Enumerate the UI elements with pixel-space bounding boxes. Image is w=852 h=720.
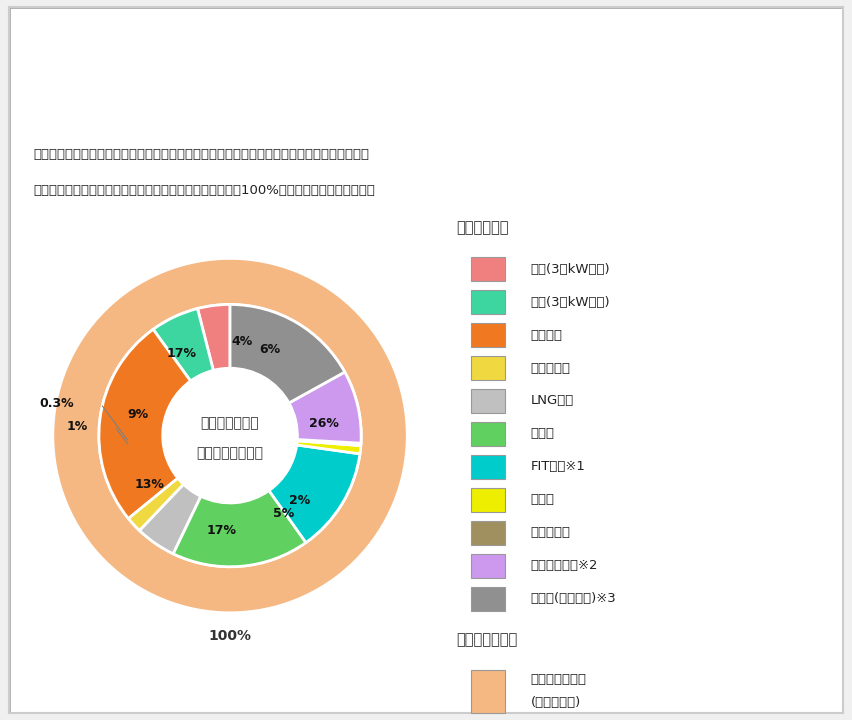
Text: FIT電気※1: FIT電気※1 <box>531 460 585 473</box>
Text: 6%: 6% <box>260 343 281 356</box>
FancyBboxPatch shape <box>471 521 504 545</box>
Text: ［2025年度 計画値（2025年4月1日〜2026年3月31日）］: ［2025年度 計画値（2025年4月1日〜2026年3月31日）］ <box>237 104 615 122</box>
FancyBboxPatch shape <box>471 290 504 314</box>
Text: 水力(3万kW以上): 水力(3万kW以上) <box>531 263 610 276</box>
Text: 原子力: 原子力 <box>531 428 555 441</box>
Wedge shape <box>173 490 306 567</box>
Text: 17%: 17% <box>207 523 237 536</box>
Text: 電源構成・非化石証書使用状況（電力量）: 電源構成・非化石証書使用状況（電力量） <box>320 64 532 84</box>
Text: 9%: 9% <box>127 408 148 421</box>
Wedge shape <box>153 309 213 381</box>
FancyBboxPatch shape <box>471 670 504 714</box>
Text: を付与することにより、実質的に再生可能エネルギー電気100%の調達を実現しています。: を付与することにより、実質的に再生可能エネルギー電気100%の調達を実現していま… <box>33 184 375 197</box>
Text: 石炭火力: 石炭火力 <box>531 328 563 341</box>
Text: 非化石証書あり: 非化石証書あり <box>531 673 587 686</box>
Wedge shape <box>289 372 361 444</box>
Wedge shape <box>140 485 201 554</box>
Wedge shape <box>99 329 191 518</box>
Text: 卸電力取引所※2: 卸電力取引所※2 <box>531 559 598 572</box>
Wedge shape <box>269 445 360 543</box>
Text: 26%: 26% <box>309 417 339 430</box>
Wedge shape <box>129 478 183 531</box>
FancyBboxPatch shape <box>471 389 504 413</box>
Wedge shape <box>297 439 361 446</box>
FancyBboxPatch shape <box>471 487 504 512</box>
Text: 13%: 13% <box>134 478 164 491</box>
FancyBboxPatch shape <box>471 587 504 611</box>
Text: 4%: 4% <box>231 335 252 348</box>
Text: 石油火力等: 石油火力等 <box>531 361 571 374</box>
Text: 17%: 17% <box>167 348 197 361</box>
Text: LNG火力: LNG火力 <box>531 395 574 408</box>
Text: 0.3%: 0.3% <box>39 397 74 410</box>
FancyBboxPatch shape <box>471 554 504 577</box>
Text: バイオマス: バイオマス <box>531 526 571 539</box>
Text: 太陽光: 太陽光 <box>531 493 555 506</box>
FancyBboxPatch shape <box>9 7 843 713</box>
Text: ＜電源構成＞: ＜電源構成＞ <box>456 220 509 235</box>
FancyBboxPatch shape <box>471 356 504 380</box>
Text: その他(揚水含む)※3: その他(揚水含む)※3 <box>531 592 617 605</box>
Text: (再エネ指定): (再エネ指定) <box>531 696 581 709</box>
Text: 外側：非化石証書: 外側：非化石証書 <box>197 446 263 460</box>
Wedge shape <box>198 305 230 370</box>
FancyBboxPatch shape <box>471 257 504 282</box>
FancyBboxPatch shape <box>471 323 504 347</box>
Text: 1%: 1% <box>67 420 89 433</box>
Text: 100%: 100% <box>209 629 251 643</box>
Text: ＜非化石証書＞: ＜非化石証書＞ <box>456 633 517 647</box>
Text: 水力(3万kW未満): 水力(3万kW未満) <box>531 296 610 309</box>
FancyBboxPatch shape <box>471 422 504 446</box>
Text: 2%: 2% <box>289 493 310 507</box>
Wedge shape <box>53 258 407 613</box>
Text: 5%: 5% <box>273 507 295 520</box>
Text: 内側：電源構成: 内側：電源構成 <box>201 416 259 430</box>
Wedge shape <box>296 441 360 454</box>
Text: 本メニューの電源構成は下記のとおりですが、これに再生可能エネルギー指定の非化石証書: 本メニューの電源構成は下記のとおりですが、これに再生可能エネルギー指定の非化石証… <box>33 148 370 161</box>
Text: 再生可能エネルギー電気の供給に関する: 再生可能エネルギー電気の供給に関する <box>325 29 527 48</box>
FancyBboxPatch shape <box>471 455 504 479</box>
Wedge shape <box>230 305 345 403</box>
